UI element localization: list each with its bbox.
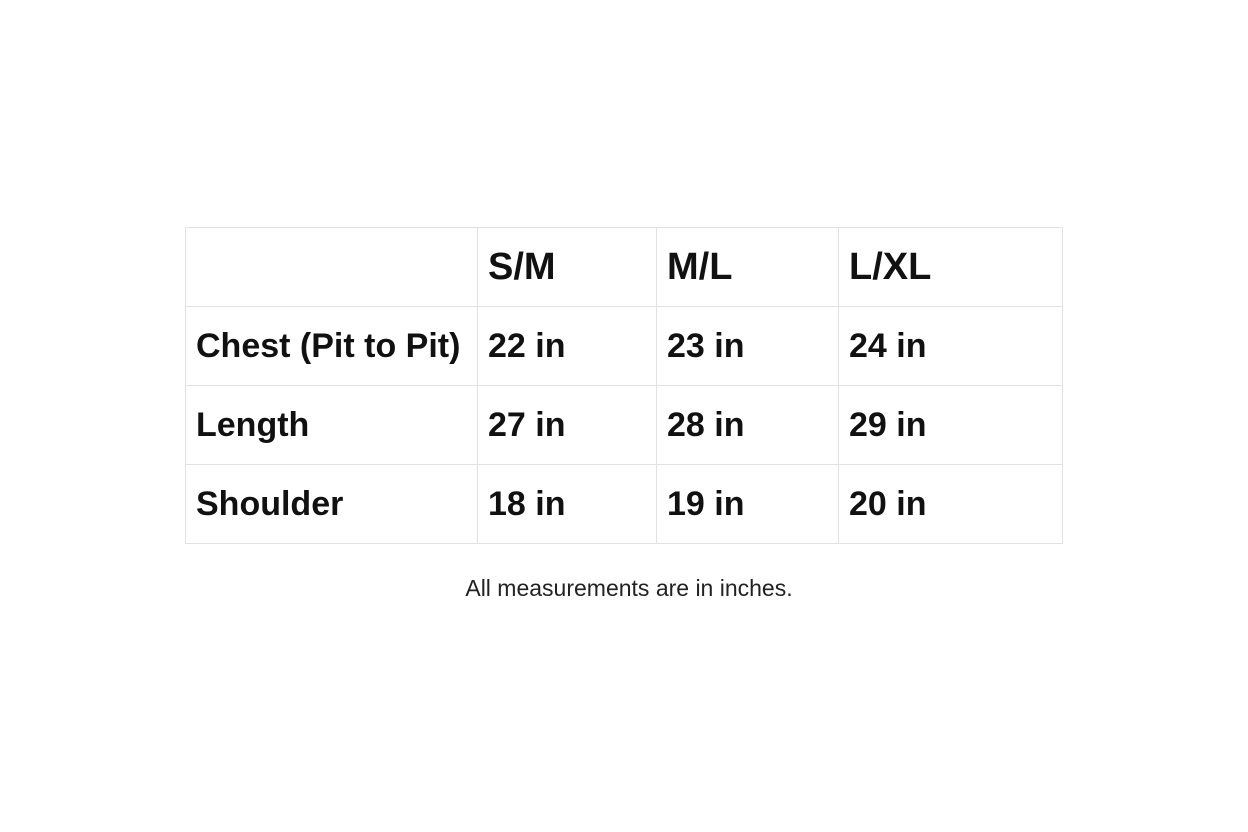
row-label: Chest (Pit to Pit): [185, 306, 478, 386]
header-s-m: S/M: [477, 227, 657, 307]
row-label: Length: [185, 385, 478, 465]
header-empty: [185, 227, 478, 307]
size-chart-table: S/M M/L L/XL Chest (Pit to Pit) 22 in 23…: [185, 227, 1063, 544]
header-l-xl: L/XL: [838, 227, 1063, 307]
row-label: Shoulder: [185, 464, 478, 544]
cell: 24 in: [838, 306, 1063, 386]
cell: 27 in: [477, 385, 657, 465]
cell: 29 in: [838, 385, 1063, 465]
cell: 28 in: [656, 385, 839, 465]
cell: 18 in: [477, 464, 657, 544]
cell: 22 in: [477, 306, 657, 386]
measurement-note: All measurements are in inches.: [465, 575, 793, 601]
header-row: S/M M/L L/XL: [185, 227, 1063, 307]
table-row: Length 27 in 28 in 29 in: [185, 385, 1063, 465]
cell: 23 in: [656, 306, 839, 386]
header-m-l: M/L: [656, 227, 839, 307]
cell: 20 in: [838, 464, 1063, 544]
cell: 19 in: [656, 464, 839, 544]
table-row: Chest (Pit to Pit) 22 in 23 in 24 in: [185, 306, 1063, 386]
table-row: Shoulder 18 in 19 in 20 in: [185, 464, 1063, 544]
